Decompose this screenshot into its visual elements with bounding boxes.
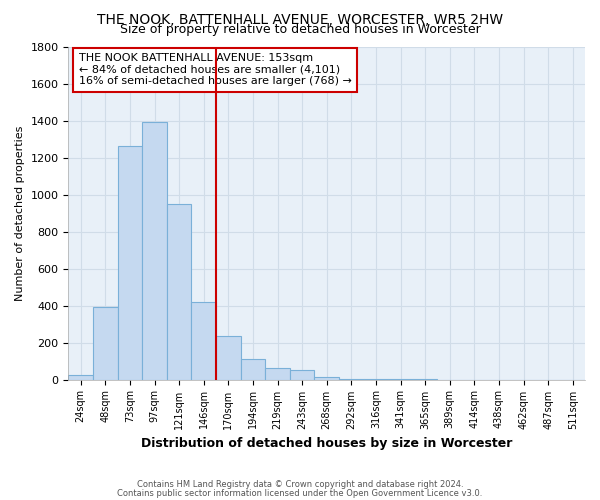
Text: THE NOOK BATTENHALL AVENUE: 153sqm
← 84% of detached houses are smaller (4,101)
: THE NOOK BATTENHALL AVENUE: 153sqm ← 84%… <box>79 53 352 86</box>
Text: Contains public sector information licensed under the Open Government Licence v3: Contains public sector information licen… <box>118 488 482 498</box>
X-axis label: Distribution of detached houses by size in Worcester: Distribution of detached houses by size … <box>141 437 512 450</box>
Bar <box>93 308 118 380</box>
Y-axis label: Number of detached properties: Number of detached properties <box>15 126 25 300</box>
Bar <box>265 368 290 380</box>
Bar <box>314 377 339 380</box>
Bar <box>167 204 191 380</box>
Text: Contains HM Land Registry data © Crown copyright and database right 2024.: Contains HM Land Registry data © Crown c… <box>137 480 463 489</box>
Bar <box>216 336 241 380</box>
Bar <box>290 370 314 380</box>
Bar <box>142 122 167 380</box>
Bar <box>191 302 216 380</box>
Bar <box>241 359 265 380</box>
Bar <box>339 378 364 380</box>
Bar <box>118 146 142 380</box>
Text: Size of property relative to detached houses in Worcester: Size of property relative to detached ho… <box>119 22 481 36</box>
Bar <box>68 375 93 380</box>
Text: THE NOOK, BATTENHALL AVENUE, WORCESTER, WR5 2HW: THE NOOK, BATTENHALL AVENUE, WORCESTER, … <box>97 12 503 26</box>
Bar <box>364 379 388 380</box>
